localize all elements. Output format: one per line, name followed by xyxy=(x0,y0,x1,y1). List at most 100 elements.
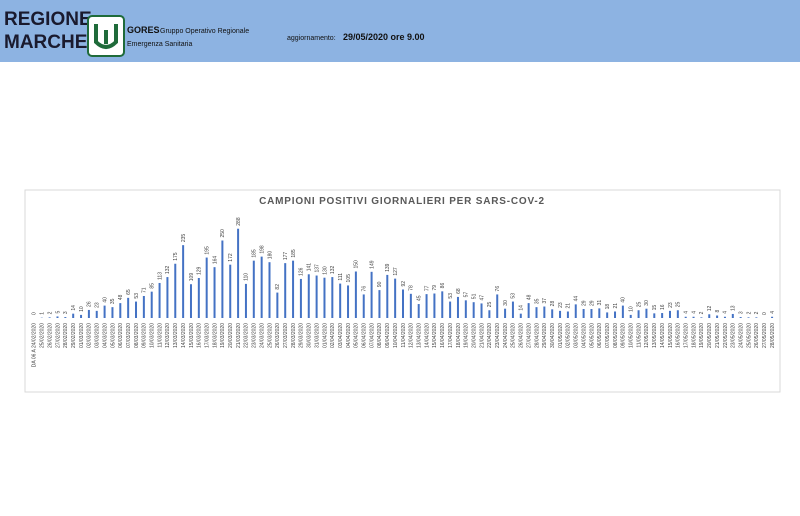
value-label: 76 xyxy=(495,286,501,292)
bar xyxy=(386,274,389,318)
value-label: 2 xyxy=(746,311,752,314)
x-tick-label: 27/05/2020 xyxy=(762,323,768,348)
value-label: 0 xyxy=(32,312,38,315)
bar xyxy=(64,317,67,318)
value-label: 35 xyxy=(534,298,540,304)
x-tick-label: 28/04/2020 xyxy=(534,323,540,348)
brand: MARCHE xyxy=(4,32,87,53)
bar xyxy=(103,305,106,318)
bar xyxy=(182,245,185,318)
x-tick-label: 15/05/2020 xyxy=(668,323,674,348)
bar xyxy=(95,310,98,318)
value-label: 57 xyxy=(464,292,470,298)
bar xyxy=(739,317,742,318)
value-label: 77 xyxy=(424,285,430,291)
update-label: aggiornamento: xyxy=(287,35,336,42)
x-tick-label: 30/03/2020 xyxy=(307,323,313,348)
x-tick-label: 17/04/2020 xyxy=(448,323,454,348)
x-tick-label: 03/03/2020 xyxy=(95,323,101,348)
x-tick-label: 14/04/2020 xyxy=(424,323,430,348)
x-tick-label: 21/03/2020 xyxy=(236,323,242,348)
bar xyxy=(221,240,224,318)
bar xyxy=(433,293,436,318)
bar xyxy=(504,308,507,318)
value-label: 0 xyxy=(762,312,768,315)
bar xyxy=(229,264,232,318)
x-tick-label: 21/05/2020 xyxy=(715,323,721,348)
bar xyxy=(174,263,177,318)
value-label: 15 xyxy=(652,305,658,311)
bar xyxy=(449,301,452,318)
value-label: 14 xyxy=(71,305,77,311)
bar xyxy=(723,316,726,318)
value-label: 150 xyxy=(354,260,360,269)
emblem xyxy=(87,15,125,57)
bar xyxy=(731,313,734,318)
x-tick-label: 16/03/2020 xyxy=(197,323,203,348)
bar xyxy=(205,257,208,318)
value-label: 235 xyxy=(181,234,187,243)
value-label: 53 xyxy=(134,293,140,299)
bar xyxy=(684,316,687,318)
bar xyxy=(354,271,357,318)
x-tick-label: 25/04/2020 xyxy=(511,323,517,348)
bar xyxy=(276,292,279,318)
bar xyxy=(653,313,656,318)
x-tick-label: 09/04/2020 xyxy=(385,323,391,348)
bar xyxy=(119,303,122,318)
value-label: 45 xyxy=(417,295,423,301)
value-label: 23 xyxy=(558,302,564,308)
value-label: 26 xyxy=(87,301,93,307)
value-label: 3 xyxy=(738,311,744,314)
bar xyxy=(527,303,530,318)
x-tick-label: 22/03/2020 xyxy=(244,323,250,348)
x-tick-label: 02/05/2020 xyxy=(566,323,572,348)
bar xyxy=(284,263,287,318)
x-tick-label: 23/04/2020 xyxy=(495,323,501,348)
value-label: 28 xyxy=(550,301,556,307)
bar xyxy=(213,267,216,318)
x-tick-label: 22/04/2020 xyxy=(487,323,493,348)
bar xyxy=(339,283,342,318)
x-tick-label: 02/04/2020 xyxy=(330,323,336,348)
chart-title: CAMPIONI POSITIVI GIORNALIERI PER SARS-C… xyxy=(259,196,545,207)
x-tick-label: 14/03/2020 xyxy=(181,323,187,348)
org: GORES xyxy=(127,25,160,35)
value-label: 111 xyxy=(338,273,344,281)
value-label: 71 xyxy=(142,287,148,293)
x-tick-label: 07/04/2020 xyxy=(369,323,375,348)
value-label: 14 xyxy=(519,305,525,311)
x-tick-label: 10/03/2020 xyxy=(150,323,156,348)
bar xyxy=(417,304,420,318)
bar xyxy=(135,301,138,318)
x-tick-label: 28/02/2020 xyxy=(63,323,69,348)
x-tick-label: 19/03/2020 xyxy=(220,323,226,348)
bar xyxy=(629,314,632,318)
value-label: 141 xyxy=(307,263,313,272)
x-tick-label: 30/04/2020 xyxy=(550,323,556,348)
x-tick-label: 24/03/2020 xyxy=(259,323,265,348)
value-label: 110 xyxy=(244,273,250,281)
x-tick-label: 13/03/2020 xyxy=(173,323,179,348)
value-label: 164 xyxy=(212,256,218,265)
bar xyxy=(150,291,153,318)
value-label: 68 xyxy=(456,288,462,294)
x-tick-label: 01/03/2020 xyxy=(79,323,85,348)
x-tick-label: 06/05/2020 xyxy=(597,323,603,348)
bar xyxy=(755,317,758,318)
value-label: 16 xyxy=(660,304,666,310)
x-tick-label: 05/03/2020 xyxy=(110,323,116,348)
x-tick-label: 14/05/2020 xyxy=(660,323,666,348)
value-label: 35 xyxy=(110,298,116,304)
x-tick-label: 04/05/2020 xyxy=(581,323,587,348)
bar xyxy=(590,309,593,318)
bar xyxy=(645,308,648,318)
value-label: 2 xyxy=(754,311,760,314)
x-tick-label: 23/05/2020 xyxy=(731,323,737,348)
value-label: 250 xyxy=(220,229,226,238)
value-label: 47 xyxy=(479,295,485,301)
x-tick-label: 16/05/2020 xyxy=(676,323,682,348)
x-tick-label: 08/05/2020 xyxy=(613,323,619,348)
value-label: 40 xyxy=(621,297,627,303)
